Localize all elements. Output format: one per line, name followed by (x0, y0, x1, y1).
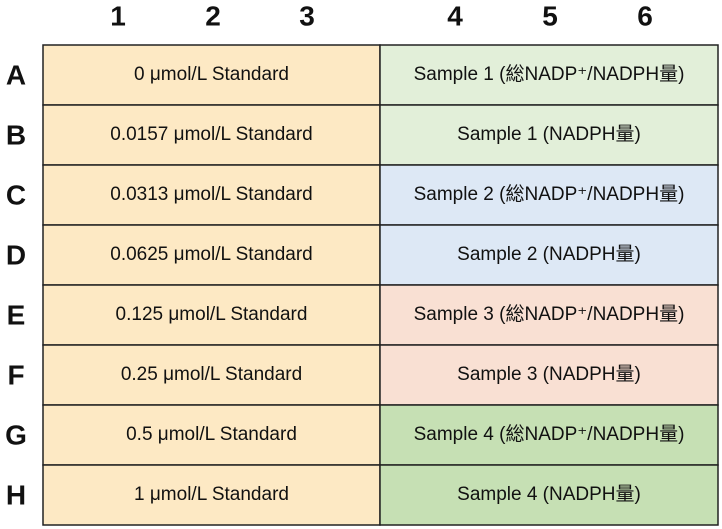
standard-label: 0.0625 μmol/L Standard (110, 244, 313, 265)
column-header: 2 (205, 0, 221, 31)
standard-label: 0.0313 μmol/L Standard (110, 184, 313, 205)
column-header: 3 (299, 0, 315, 31)
sample-cell (379, 44, 719, 106)
row-label: B (6, 119, 26, 150)
sample-cell (379, 344, 719, 406)
sample-label: Sample 4 (NADPH量) (457, 484, 641, 505)
standard-cell (42, 44, 381, 106)
column-header: 6 (637, 0, 653, 31)
row-label: G (5, 419, 27, 450)
sample-cell (379, 464, 719, 526)
sample-cell (379, 284, 719, 346)
sample-cell (379, 104, 719, 166)
sample-cell (379, 224, 719, 286)
row-label: H (6, 479, 26, 510)
row-label: F (7, 359, 24, 390)
column-header: 4 (447, 0, 463, 31)
row-label: C (6, 179, 26, 210)
sample-label: Sample 1 (NADPH量) (457, 124, 641, 145)
standard-cell (42, 104, 381, 166)
sample-label: Sample 1 (総NADP⁺/NADPH量) (414, 63, 685, 85)
sample-label: Sample 3 (総NADP⁺/NADPH量) (414, 303, 685, 325)
standard-label: 0.125 μmol/L Standard (116, 304, 308, 325)
row-label: D (6, 239, 26, 270)
sample-label: Sample 2 (総NADP⁺/NADPH量) (414, 183, 685, 205)
standard-label: 0 μmol/L Standard (134, 64, 289, 85)
sample-cell (379, 404, 719, 466)
sample-cell (379, 164, 719, 226)
sample-label: Sample 2 (NADPH量) (457, 244, 641, 265)
standard-label: 0.0157 μmol/L Standard (110, 124, 313, 145)
column-header: 1 (110, 0, 126, 31)
standard-label: 0.5 μmol/L Standard (126, 424, 297, 445)
standard-label: 1 μmol/L Standard (134, 484, 289, 505)
row-label: E (7, 299, 26, 330)
sample-label: Sample 3 (NADPH量) (457, 364, 641, 385)
column-header: 5 (542, 0, 558, 31)
standard-label: 0.25 μmol/L Standard (121, 364, 302, 385)
row-label: A (6, 59, 26, 90)
sample-label: Sample 4 (総NADP⁺/NADPH量) (414, 423, 685, 445)
